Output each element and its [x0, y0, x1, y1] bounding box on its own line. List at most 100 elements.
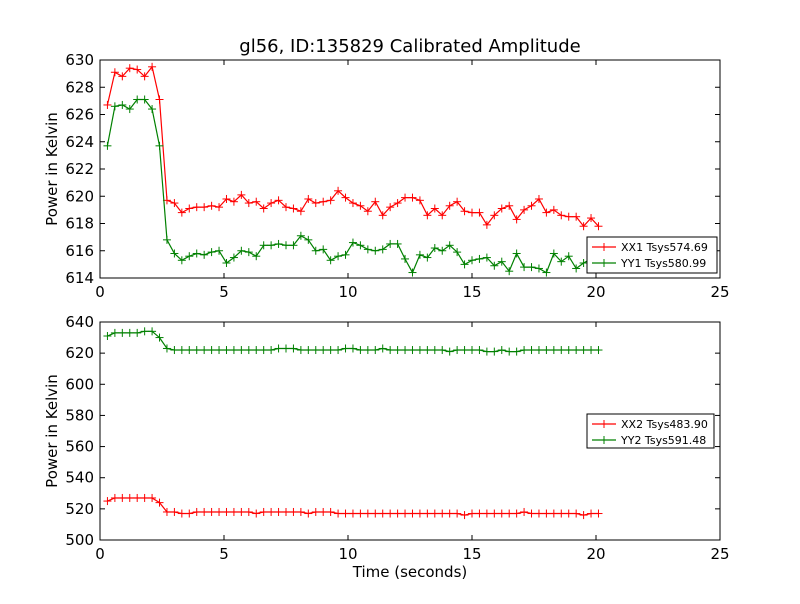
- data-point: [177, 509, 186, 518]
- data-point: [520, 346, 529, 355]
- data-point: [401, 254, 410, 263]
- data-point: [348, 344, 357, 353]
- data-point: [244, 507, 253, 516]
- data-point: [274, 507, 283, 516]
- data-point: [348, 509, 357, 518]
- data-point: [289, 507, 298, 516]
- data-point: [475, 208, 484, 217]
- data-point: [572, 264, 581, 273]
- data-point: [490, 211, 499, 220]
- data-point: [490, 347, 499, 356]
- data-point: [534, 346, 543, 355]
- data-point: [438, 509, 447, 518]
- data-point: [140, 95, 149, 104]
- data-point: [423, 346, 432, 355]
- x-tick-label: 10: [338, 283, 357, 301]
- data-point: [148, 493, 157, 502]
- data-point: [408, 346, 417, 355]
- data-point: [564, 509, 573, 518]
- y-tick-label: 620: [65, 344, 94, 362]
- data-point: [185, 346, 194, 355]
- data-point: [468, 256, 476, 265]
- data-point: [348, 199, 357, 208]
- data-point: [534, 509, 543, 518]
- data-point: [460, 346, 469, 355]
- data-point: [162, 235, 171, 244]
- data-point: [170, 199, 179, 208]
- data-point: [148, 62, 157, 71]
- data-point: [430, 509, 439, 518]
- data-point: [140, 72, 149, 81]
- data-point: [356, 201, 365, 210]
- data-point: [512, 509, 521, 518]
- data-point: [445, 347, 454, 356]
- data-point: [378, 344, 387, 353]
- data-point: [371, 346, 380, 355]
- data-point: [311, 199, 320, 208]
- data-point: [222, 346, 231, 355]
- y-tick-label: 622: [65, 160, 94, 178]
- data-point: [185, 204, 194, 213]
- data-point: [415, 250, 424, 259]
- x-tick-label: 0: [95, 283, 105, 301]
- data-point: [125, 328, 134, 337]
- data-point: [252, 252, 261, 261]
- data-point: [177, 256, 186, 265]
- data-point: [564, 346, 573, 355]
- data-point: [259, 507, 268, 516]
- y-tick-label: 600: [65, 375, 94, 393]
- x-tick-label: 25: [710, 545, 729, 563]
- y-tick-label: 628: [65, 78, 94, 96]
- data-point: [505, 509, 514, 518]
- data-point: [170, 507, 179, 516]
- y-tick-label: 616: [65, 242, 94, 260]
- data-point: [579, 259, 588, 268]
- data-point: [527, 263, 536, 272]
- data-point: [282, 241, 290, 250]
- data-point: [215, 507, 224, 516]
- data-point: [311, 246, 320, 255]
- data-point: [148, 327, 157, 336]
- data-point: [445, 201, 454, 210]
- data-point: [460, 260, 469, 269]
- data-point: [296, 231, 305, 240]
- data-point: [110, 493, 119, 502]
- data-point: [110, 68, 119, 77]
- data-point: [557, 211, 566, 220]
- y-axis-label: Power in Kelvin: [43, 112, 61, 226]
- data-point: [497, 346, 506, 355]
- data-point: [319, 346, 328, 355]
- data-point: [423, 211, 432, 220]
- data-point: [401, 346, 410, 355]
- data-point: [267, 199, 276, 208]
- data-point: [356, 241, 365, 250]
- data-point: [594, 346, 603, 355]
- data-point: [512, 347, 521, 356]
- data-point: [103, 100, 112, 109]
- data-point: [185, 509, 194, 518]
- legend-label: YY2 Tsys591.48: [620, 434, 706, 447]
- legend-label: XX1 Tsys574.69: [621, 241, 708, 254]
- data-point: [587, 214, 596, 223]
- data-point: [215, 346, 224, 355]
- data-point: [453, 509, 462, 518]
- data-point: [401, 509, 410, 518]
- y-axis-label: Power in Kelvin: [43, 374, 61, 488]
- data-point: [415, 509, 424, 518]
- data-point: [505, 347, 514, 356]
- x-tick-label: 20: [586, 545, 605, 563]
- data-point: [520, 205, 529, 214]
- data-point: [237, 190, 246, 199]
- x-tick-label: 25: [710, 283, 729, 301]
- data-point: [386, 239, 395, 248]
- data-point: [155, 498, 164, 507]
- data-point: [386, 203, 395, 212]
- data-point: [237, 246, 246, 255]
- data-point: [259, 204, 268, 213]
- data-point: [267, 507, 276, 516]
- data-point: [468, 208, 476, 217]
- data-point: [557, 509, 566, 518]
- data-point: [542, 208, 551, 217]
- data-point: [542, 268, 551, 277]
- data-point: [222, 507, 231, 516]
